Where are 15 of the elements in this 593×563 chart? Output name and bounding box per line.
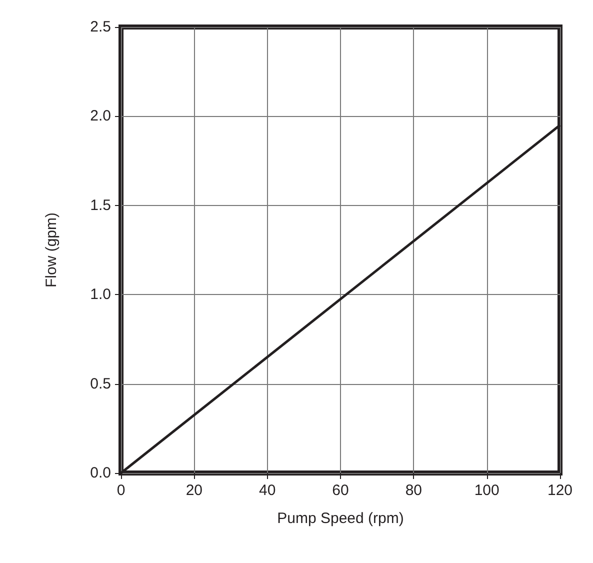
x-tick-label: 120 bbox=[547, 482, 573, 499]
y-tick-label: 0.0 bbox=[90, 464, 111, 482]
y-axis-title: Flow (gpm) bbox=[43, 212, 60, 288]
x-tick-label: 40 bbox=[258, 482, 276, 499]
x-tick-label: 80 bbox=[405, 482, 422, 499]
x-tick-label: 0 bbox=[116, 482, 126, 499]
x-tick-label: 100 bbox=[474, 482, 500, 499]
x-tick-label: 60 bbox=[332, 482, 349, 499]
y-tick-label: 1.5 bbox=[90, 196, 111, 214]
x-tick-label: 20 bbox=[186, 482, 203, 499]
y-tick-label: 2.5 bbox=[90, 18, 111, 36]
x-axis-title: Pump Speed (rpm) bbox=[277, 510, 404, 527]
y-tick-label: 1.0 bbox=[90, 286, 111, 304]
y-tick-label: 0.5 bbox=[90, 375, 111, 392]
y-tick-label: 2.0 bbox=[90, 108, 111, 125]
